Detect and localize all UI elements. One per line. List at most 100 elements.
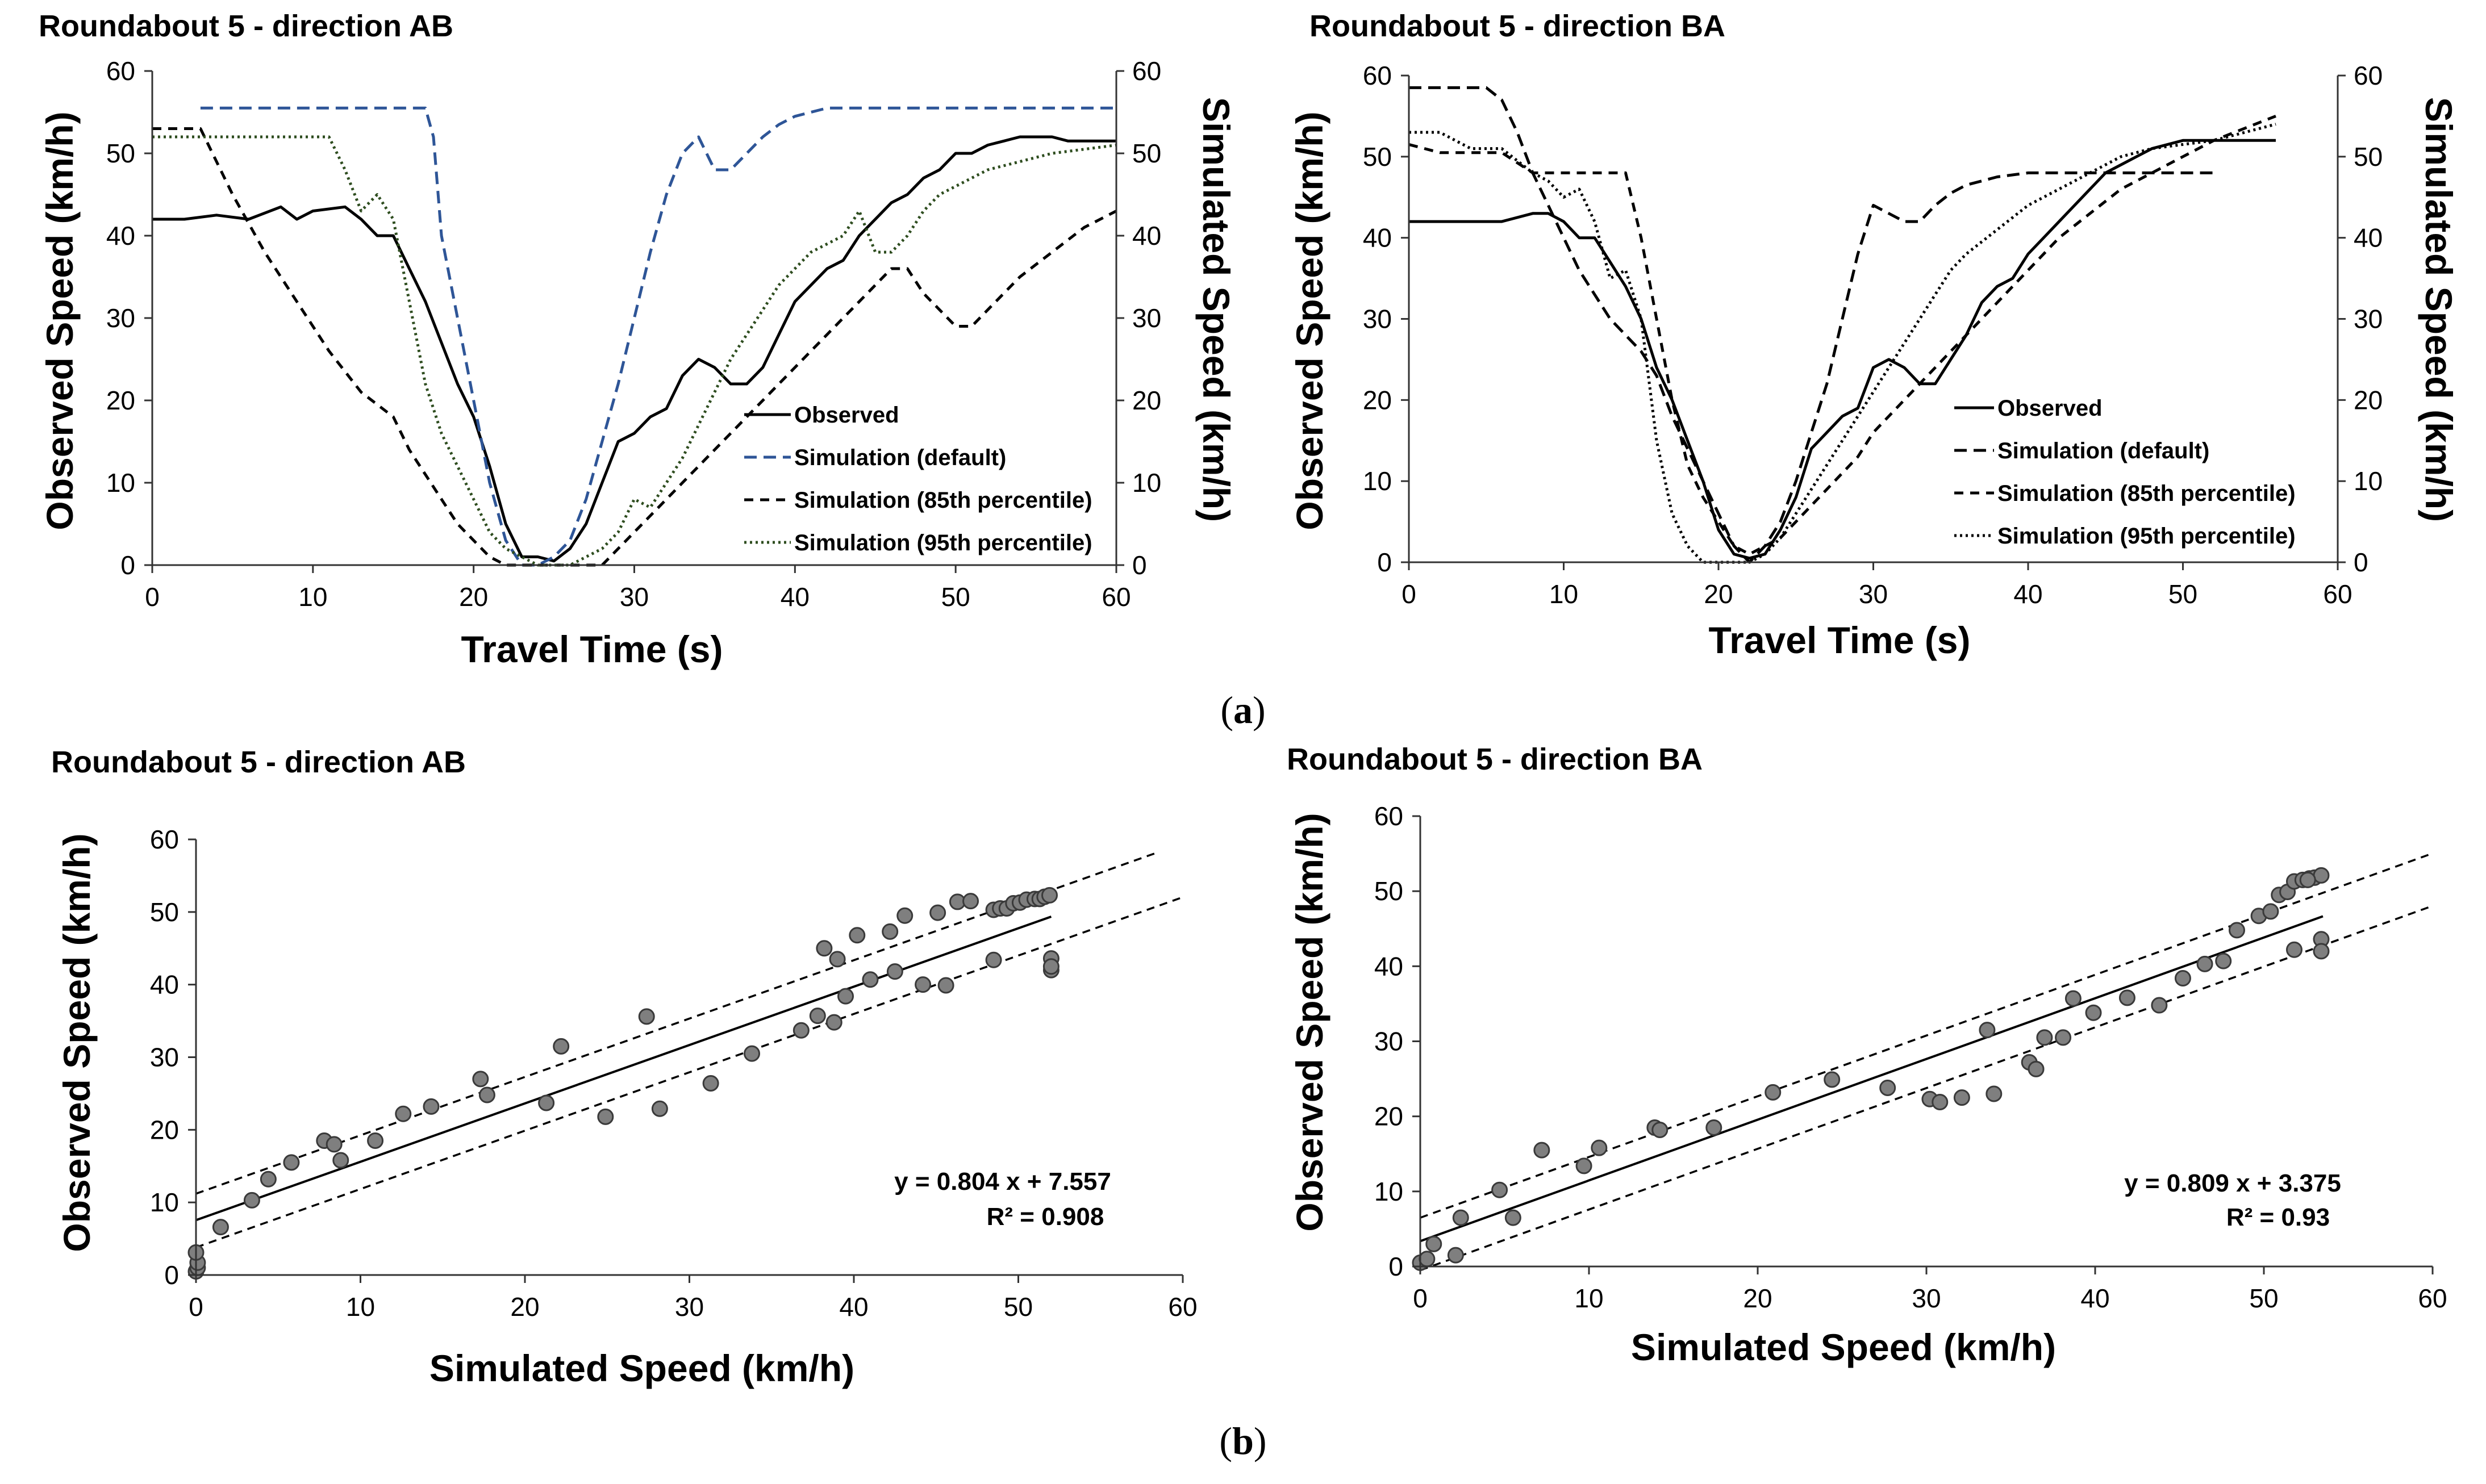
scatter-point <box>212 1219 229 1236</box>
scatter-point <box>2196 955 2213 972</box>
y-axis-title: Observed Speed (km/h) <box>39 111 81 530</box>
y-tick-label: 10 <box>150 1188 179 1217</box>
scatter-point <box>915 976 932 993</box>
scatter-point <box>962 893 979 910</box>
y-tick-label: 60 <box>150 825 179 854</box>
series-line-simulation-default <box>1409 86 2214 564</box>
scatter-point <box>862 971 879 988</box>
scatter-point <box>2174 969 2191 986</box>
scatter-point <box>1879 1079 1896 1096</box>
y-tick-label: 30 <box>150 1043 179 1072</box>
y2-axis-title: Simulated Speed (km/h) <box>1195 97 1237 522</box>
scatter-point <box>825 1014 842 1031</box>
y-tick-label: 30 <box>1363 304 1392 334</box>
scatter-point <box>985 951 1002 968</box>
y-tick-label: 0 <box>1377 547 1392 577</box>
scatter-point <box>809 1008 826 1025</box>
scatter-point <box>553 1038 570 1055</box>
x-tick-label: 50 <box>2249 1284 2278 1313</box>
scatter-point <box>792 1022 810 1039</box>
x-tick-label: 40 <box>781 582 810 612</box>
scatter-point <box>638 1008 655 1025</box>
x-tick-label: 30 <box>675 1292 704 1322</box>
legend: Observed Simulation (default) Simulation… <box>744 403 1092 555</box>
scatter-point <box>2055 1029 2072 1046</box>
x-tick-label: 30 <box>1912 1284 1941 1313</box>
chart-line-ab: Roundabout 5 - direction AB 0 10 20 30 40 50 6… <box>39 9 1237 670</box>
scatter-point <box>597 1108 614 1125</box>
legend: Observed Simulation (default) Simulation… <box>1954 396 2296 549</box>
caption-a: (a) <box>1220 688 1265 731</box>
scatter-point <box>1419 1251 1436 1268</box>
scatter-point <box>326 1136 343 1153</box>
scatter-point <box>937 977 954 994</box>
scatter-point <box>260 1171 277 1188</box>
x-tick-label: 60 <box>2418 1284 2447 1313</box>
x-tick-label: 60 <box>1102 582 1131 612</box>
regression-line <box>1420 915 2324 1243</box>
chart-title: Roundabout 5 - direction AB <box>51 745 466 779</box>
y-tick-label: 60 <box>106 56 135 86</box>
y-tick-label: 60 <box>1363 61 1392 90</box>
x-tick-label: 20 <box>1743 1284 1772 1313</box>
scatter-point <box>2028 1060 2045 1077</box>
scatter-point <box>2064 990 2082 1007</box>
y2-tick-label: 20 <box>1132 386 1161 415</box>
scatter-point <box>2215 952 2232 969</box>
legend-label: Simulation (default) <box>794 445 1006 470</box>
regression-equation: y = 0.809 x + 3.375 <box>2124 1169 2341 1197</box>
x-tick-label: 10 <box>346 1292 375 1322</box>
y-tick-label: 40 <box>1374 951 1403 981</box>
x-tick-label: 50 <box>2168 579 2197 609</box>
y-tick-label: 50 <box>1374 876 1403 906</box>
scatter-point <box>1932 1094 1949 1111</box>
scatter-point <box>1765 1084 1782 1101</box>
y2-tick-label: 10 <box>2354 466 2383 496</box>
scatter-point <box>1979 1022 1996 1039</box>
scatter-point <box>1575 1157 1592 1174</box>
confidence-band-line <box>1420 852 2433 1219</box>
scatter-point <box>538 1094 555 1111</box>
scatter-point <box>2118 989 2135 1006</box>
scatter-point <box>2299 871 2316 888</box>
scatter-point <box>702 1075 719 1092</box>
y-tick-label: 40 <box>1363 223 1392 253</box>
y2-tick-label: 50 <box>2354 142 2383 172</box>
legend-label: Observed <box>794 403 899 428</box>
x-tick-label: 10 <box>1549 579 1578 609</box>
x-tick-label: 0 <box>145 582 160 612</box>
y2-tick-label: 30 <box>2354 304 2383 334</box>
scatter-point <box>2228 922 2245 939</box>
x-tick-label: 0 <box>1401 579 1416 609</box>
scatter-point <box>1533 1142 1550 1159</box>
y2-axis-title: Simulated Speed (km/h) <box>2418 97 2460 522</box>
y-tick-label: 50 <box>106 139 135 168</box>
y2-tick-label: 40 <box>2354 223 2383 253</box>
scatter-point <box>1447 1247 1464 1264</box>
chart-title: Roundabout 5 - direction BA <box>1309 9 1725 43</box>
x-tick-label: 40 <box>839 1292 868 1322</box>
chart-title: Roundabout 5 - direction AB <box>39 9 453 43</box>
series-line-simulation-95th-percentile <box>1409 123 2276 564</box>
x-tick-label: 30 <box>620 582 649 612</box>
x-tick-label: 20 <box>510 1292 539 1322</box>
y-tick-label: 0 <box>164 1260 179 1290</box>
y-tick-label: 40 <box>106 221 135 250</box>
scatter-point <box>1504 1209 1521 1226</box>
y-axis-title: Observed Speed (km/h) <box>56 833 98 1252</box>
scatter-point <box>243 1192 260 1209</box>
scatter-point <box>367 1132 384 1149</box>
scatter-point <box>837 988 854 1005</box>
x-tick-label: 0 <box>189 1292 203 1322</box>
y-tick-label: 20 <box>1363 385 1392 415</box>
y2-tick-label: 50 <box>1132 139 1161 168</box>
y2-tick-label: 20 <box>2354 385 2383 415</box>
scatter-point <box>2085 1004 2102 1021</box>
legend-label: Simulation (95th percentile) <box>794 530 1092 555</box>
y2-tick-label: 60 <box>1132 56 1161 86</box>
chart-scatter-ba: Roundabout 5 - direction BA 0 10 20 30 40 50 6… <box>1287 742 2447 1368</box>
r-squared-label: R² = 0.908 <box>987 1203 1104 1231</box>
scatter-point <box>1824 1071 1841 1088</box>
y-tick-label: 20 <box>150 1115 179 1144</box>
